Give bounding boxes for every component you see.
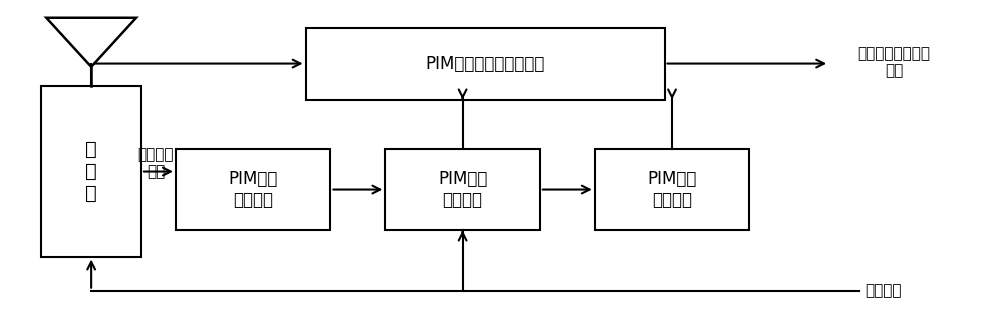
Bar [176,148,330,230]
Bar [306,28,665,100]
Text: 修正后的上行链路
信号: 修正后的上行链路 信号 [857,46,930,78]
Bar [385,148,540,230]
Text: PIM参数
估计模块: PIM参数 估计模块 [228,170,278,209]
Text: 上行链路
信号: 上行链路 信号 [138,147,174,180]
Bar [41,86,141,257]
Text: PIM干扰
监测模块: PIM干扰 监测模块 [647,170,697,209]
Bar [595,148,749,230]
Text: 双
工
器: 双 工 器 [85,140,97,203]
Text: PIM干扰
重建模块: PIM干扰 重建模块 [438,170,487,209]
Text: 下行信号: 下行信号 [866,283,902,298]
Text: PIM干扰自适应对消模块: PIM干扰自适应对消模块 [425,54,545,73]
